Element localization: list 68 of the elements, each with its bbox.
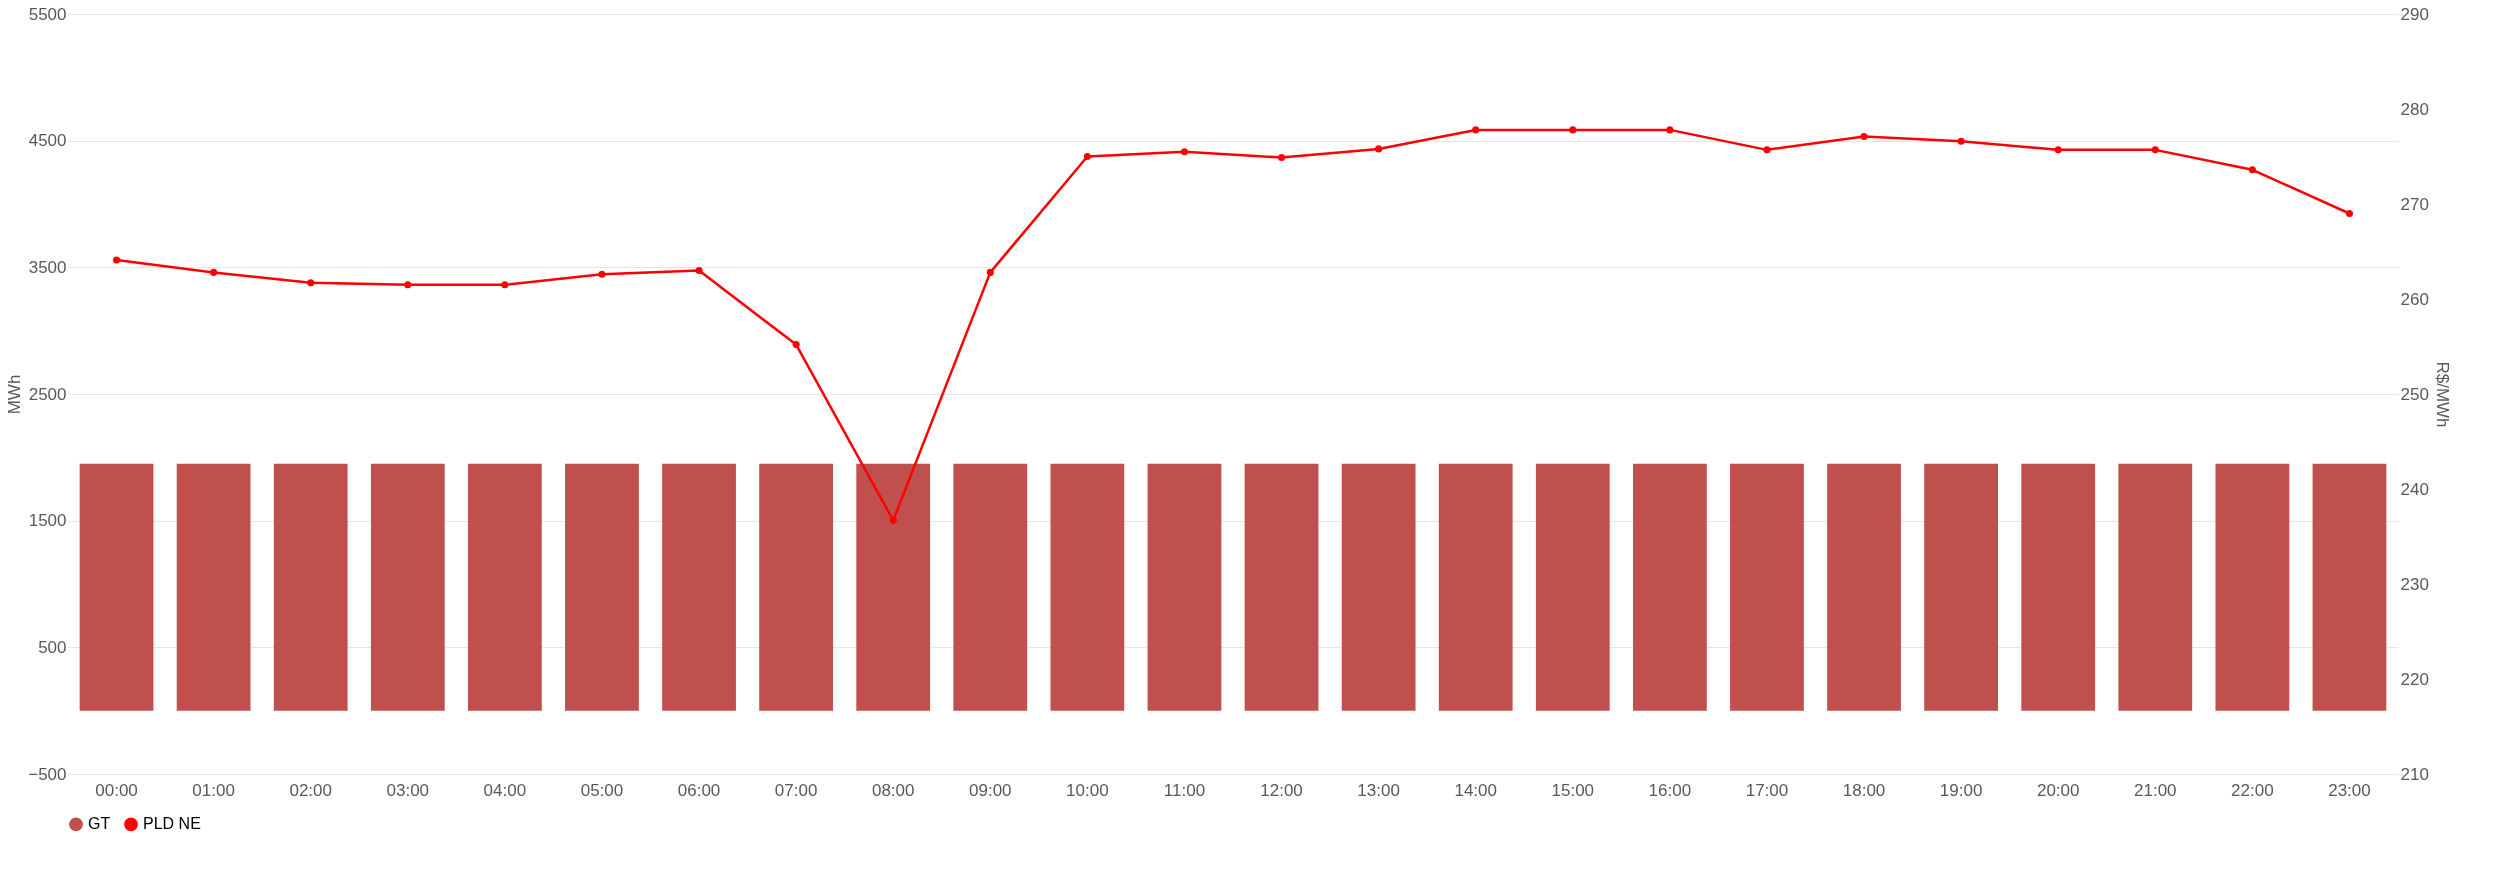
x-tick-label: 15:00: [1551, 780, 1595, 800]
x-tick-label: 04:00: [483, 780, 527, 800]
y2-tick-label: 210: [2400, 764, 2429, 784]
point: [889, 516, 897, 524]
y-tick-label: 3500: [28, 257, 67, 277]
point: [113, 256, 121, 264]
point: [1278, 153, 1286, 161]
point: [1763, 146, 1771, 154]
point: [2151, 146, 2159, 154]
y2-tick-label: 290: [2400, 4, 2429, 24]
y-tick-label: 5500: [28, 4, 67, 24]
y2-tick-label: 220: [2400, 669, 2429, 689]
x-tick-label: 02:00: [289, 780, 332, 800]
point: [404, 281, 412, 289]
point: [598, 270, 606, 278]
point: [1375, 145, 1383, 153]
point: [2054, 146, 2062, 154]
y2-tick-label: 230: [2400, 574, 2429, 594]
x-tick-label: 06:00: [677, 780, 721, 800]
y-tick-label: 2500: [28, 384, 67, 404]
x-tick-label: 16:00: [1648, 780, 1692, 800]
y-tick-label: −500: [28, 764, 67, 784]
x-tick-label: 19:00: [1939, 780, 1983, 800]
legend-label: PLD NE: [143, 815, 201, 833]
point: [1569, 126, 1577, 134]
point: [2345, 209, 2353, 218]
y-tick-label: 1500: [28, 511, 67, 531]
x-tick-label: 10:00: [1066, 780, 1109, 800]
x-tick-label: 11:00: [1163, 780, 1206, 800]
x-tick-label: 21:00: [2134, 780, 2177, 800]
x-tick-label: 05:00: [580, 780, 624, 800]
point: [1180, 148, 1188, 156]
x-tick-label: 18:00: [1842, 780, 1886, 800]
x-tick-label: 23:00: [2328, 780, 2371, 800]
y-tick-label: 4500: [28, 131, 67, 151]
y2-tick-label: 250: [2400, 384, 2429, 404]
point: [307, 279, 315, 287]
legend-label: GT: [88, 815, 111, 833]
x-tick-label: 14:00: [1454, 780, 1497, 800]
x-tick-label: 17:00: [1745, 780, 1789, 800]
point: [210, 268, 218, 276]
point: [1472, 126, 1480, 134]
x-tick-label: 09:00: [969, 780, 1012, 800]
x-tick-label: 20:00: [2036, 780, 2080, 800]
point: [792, 341, 800, 349]
x-tick-label: 07:00: [774, 780, 818, 800]
point: [1957, 137, 1965, 145]
x-tick-label: 01:00: [192, 780, 235, 800]
y-tick-label: 500: [38, 637, 67, 657]
point: [501, 281, 509, 289]
point: [1666, 126, 1674, 134]
y2-tick-label: 270: [2400, 194, 2429, 214]
x-tick-label: 08:00: [871, 780, 915, 800]
y2-tick-label: 240: [2400, 479, 2429, 499]
point: [986, 268, 994, 276]
point: [2248, 166, 2256, 174]
x-tick-label: 13:00: [1357, 780, 1400, 800]
point: [1860, 133, 1868, 141]
y-axis-title: MWh: [5, 374, 25, 415]
y2-tick-label: 280: [2400, 99, 2429, 119]
x-tick-label: 22:00: [2231, 780, 2274, 800]
x-tick-label: 12:00: [1260, 780, 1303, 800]
x-tick-label: 03:00: [386, 780, 430, 800]
point: [1083, 152, 1091, 161]
x-tick-label: 00:00: [95, 780, 138, 800]
y2-tick-label: 260: [2400, 289, 2429, 309]
point: [695, 266, 703, 275]
y2-axis-title: R$/MWh: [2432, 361, 2452, 428]
